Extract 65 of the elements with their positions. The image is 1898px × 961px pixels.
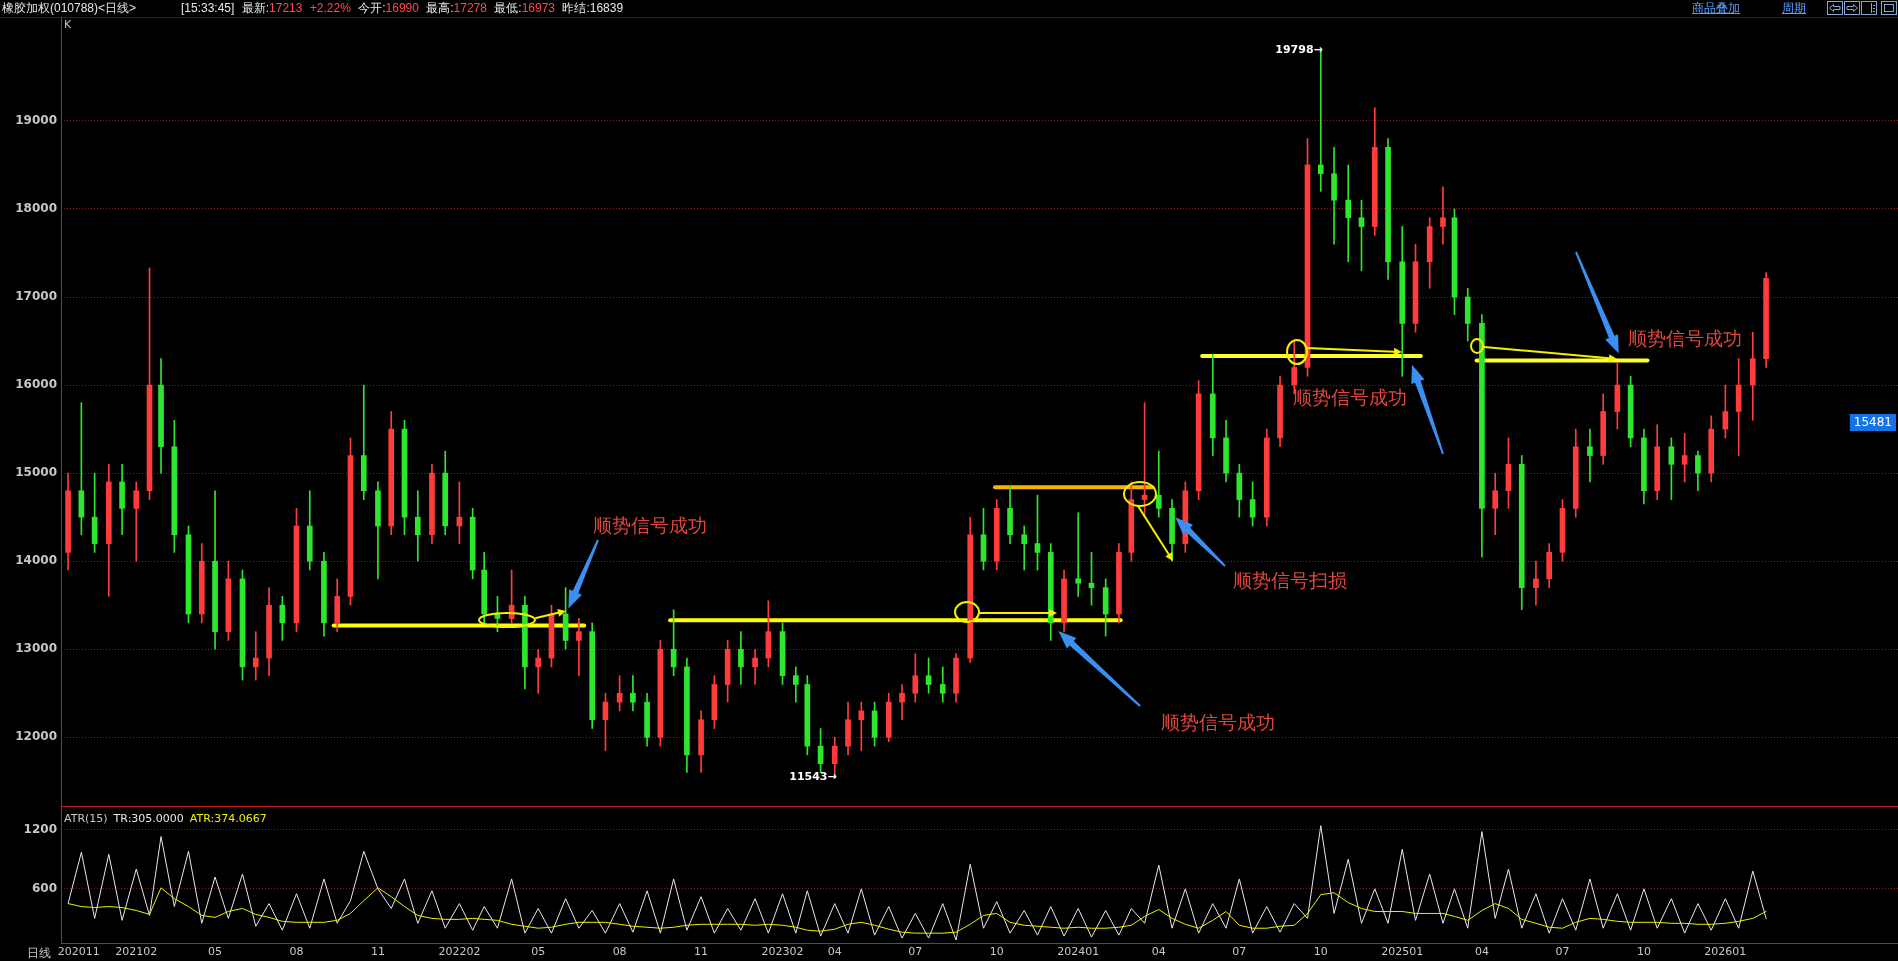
x-tick-label: 10 bbox=[1313, 945, 1328, 959]
x-tick-label: 07 bbox=[908, 945, 923, 959]
y-tick-label: 17000 bbox=[15, 289, 57, 304]
annotation: 顺势信号成功 bbox=[1161, 710, 1275, 733]
text: ATR(15) bbox=[64, 811, 108, 825]
x-tick-label: 04 bbox=[1474, 945, 1489, 959]
annotation: 15481 bbox=[1853, 415, 1892, 430]
x-tick-label: 11 bbox=[694, 945, 709, 959]
text: [15:33:45] 最新:17213 +2.22% 今开:16990 最高:17278 最低:16973 昨结:16839 bbox=[181, 1, 624, 15]
candlestick bbox=[1587, 428, 1593, 483]
x-tick-label: 07 bbox=[1232, 945, 1247, 959]
y-tick-label: 18000 bbox=[15, 201, 57, 216]
x-tick-label: 202501 bbox=[1381, 945, 1424, 959]
candlestick bbox=[535, 648, 542, 694]
candlestick bbox=[252, 631, 259, 681]
annotation: K bbox=[64, 18, 72, 32]
annotation: 19798→ bbox=[1275, 43, 1323, 57]
y-tick-label: 12000 bbox=[15, 729, 57, 744]
candlestick bbox=[1345, 164, 1352, 263]
y-tick-label: 15000 bbox=[15, 465, 57, 480]
candlestick bbox=[752, 648, 758, 685]
candlestick bbox=[1440, 186, 1446, 245]
annotation: 顺势信号成功 bbox=[593, 513, 707, 536]
x-tick-label: 202302 bbox=[761, 945, 804, 959]
candlestick bbox=[414, 490, 421, 562]
x-tick-label: 05 bbox=[531, 945, 546, 959]
x-tick-label: 04 bbox=[827, 945, 842, 959]
x-tick-label: 202401 bbox=[1057, 945, 1100, 959]
candlestick bbox=[899, 684, 905, 721]
annotation: 11543→ bbox=[789, 770, 837, 784]
x-tick-label: 07 bbox=[1555, 945, 1570, 959]
x-tick-label: 05 bbox=[208, 945, 223, 959]
candlestick bbox=[1075, 512, 1082, 597]
y-tick-label: 1200 bbox=[23, 821, 57, 836]
text: ATR:374.0667 bbox=[189, 811, 267, 825]
x-axis-title: 日线 bbox=[26, 945, 51, 960]
candlestick bbox=[1021, 525, 1028, 571]
text: 商品叠加 bbox=[1692, 0, 1740, 17]
x-tick-label: 202011 bbox=[57, 945, 100, 959]
x-tick-label: 10 bbox=[989, 945, 1004, 959]
x-tick-label: 202601 bbox=[1704, 945, 1747, 959]
y-tick-label: 16000 bbox=[15, 377, 57, 392]
series-label: TR:305.0000 bbox=[112, 811, 184, 825]
candlestick bbox=[1155, 450, 1162, 518]
y-tick-label: 13000 bbox=[15, 641, 57, 656]
annotation: 顺势信号成功 bbox=[1293, 385, 1407, 408]
annotation: 顺势信号扫损 bbox=[1233, 568, 1347, 591]
y-tick-label: 14000 bbox=[15, 553, 57, 568]
x-tick-label: 04 bbox=[1151, 945, 1166, 959]
candlestick bbox=[630, 675, 636, 712]
x-tick-label: 11 bbox=[370, 945, 385, 959]
y-tick-label: 19000 bbox=[15, 113, 57, 128]
candlestick bbox=[1533, 560, 1539, 606]
x-tick-label: 202102 bbox=[115, 945, 158, 959]
x-tick-label: 08 bbox=[612, 945, 627, 959]
x-tick-label: 10 bbox=[1636, 945, 1651, 959]
candlestick bbox=[576, 618, 582, 676]
chart-title: 橡胶加权(010788)<日线> bbox=[2, 0, 137, 17]
candlestick bbox=[133, 481, 140, 562]
y-tick-label: 600 bbox=[31, 880, 57, 895]
x-tick-label: 08 bbox=[289, 945, 304, 959]
x-tick-label: 202202 bbox=[438, 945, 481, 959]
candlestick bbox=[858, 701, 865, 751]
text: 周期 bbox=[1782, 0, 1806, 17]
annotation: 顺势信号成功 bbox=[1627, 326, 1742, 349]
